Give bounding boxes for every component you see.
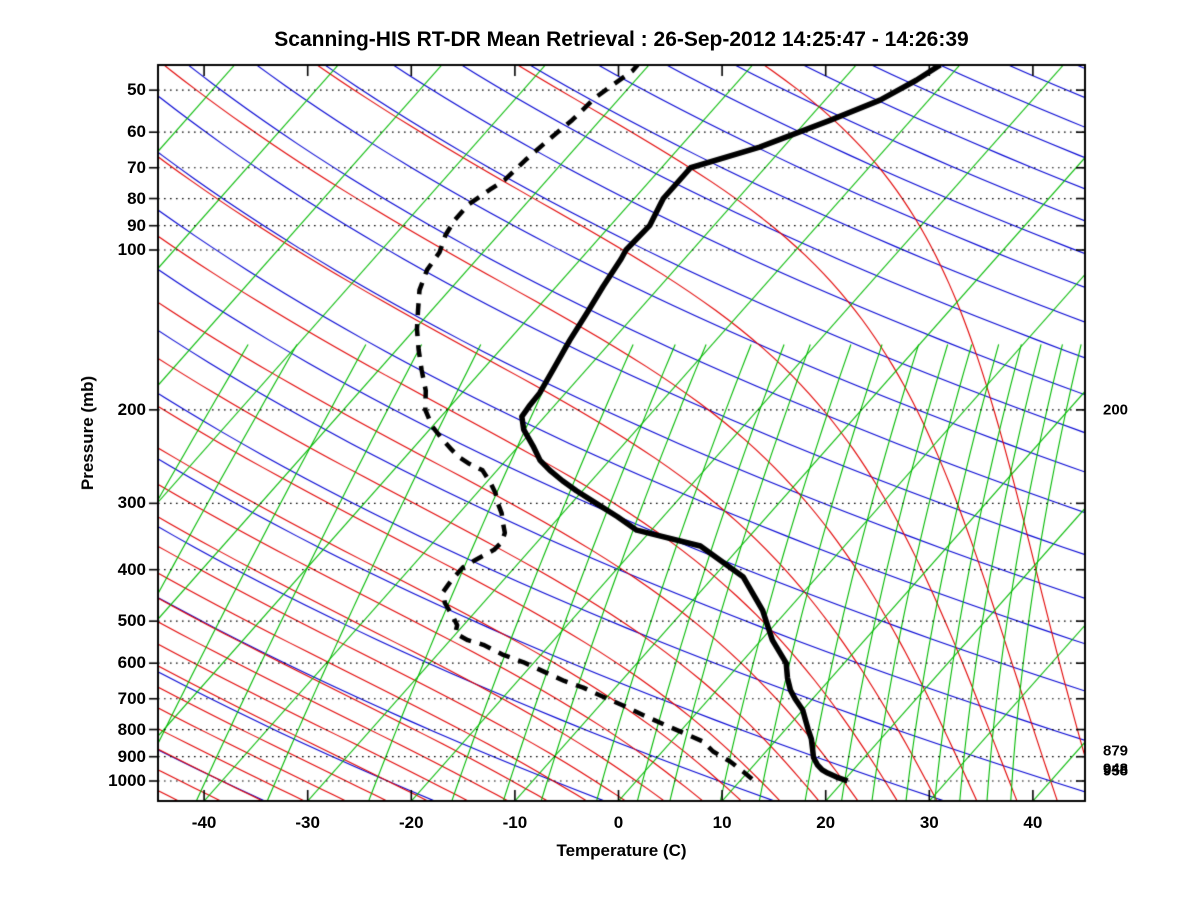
chart-title: Scanning-HIS RT-DR Mean Retrieval : 26-S… xyxy=(274,28,969,51)
pressure-tick-label: 200 xyxy=(117,399,146,419)
temperature-tick-label: 10 xyxy=(712,813,732,832)
pressure-tick-label: 700 xyxy=(117,688,146,708)
pressure-tick-label: 600 xyxy=(117,653,146,673)
pressure-tick-label: 80 xyxy=(127,188,146,208)
y-axis-label: Pressure (mb) xyxy=(78,375,97,491)
pressure-tick-label: 50 xyxy=(127,80,146,100)
pressure-tick-label: 300 xyxy=(117,493,146,513)
temperature-tick-label: -30 xyxy=(295,813,320,832)
pressure-tick-label: 500 xyxy=(117,611,146,631)
temperature-tick-label: -20 xyxy=(399,813,424,832)
pressure-tick-label: 900 xyxy=(117,746,146,766)
pressure-tick-label: 1000 xyxy=(108,771,146,790)
right-pressure-label: 200 xyxy=(1103,401,1129,419)
pressure-tick-label: 70 xyxy=(127,157,146,177)
x-axis-label: Temperature (C) xyxy=(556,841,687,860)
temperature-tick-label: 30 xyxy=(919,813,939,832)
pressure-tick-label: 90 xyxy=(127,215,146,235)
pressure-tick-label: 800 xyxy=(117,719,146,739)
temperature-tick-label: 0 xyxy=(613,813,624,832)
pressure-tick-label: 100 xyxy=(117,240,146,259)
pressure-tick-label: 60 xyxy=(127,122,146,142)
temperature-tick-label: 40 xyxy=(1023,813,1043,832)
pressure-tick-label: 400 xyxy=(117,559,146,579)
temperature-tick-label: 20 xyxy=(816,813,836,832)
right-pressure-label: 879 xyxy=(1103,742,1129,760)
right-pressure-label: 948 xyxy=(1103,760,1129,778)
temperature-tick-label: -40 xyxy=(191,813,217,832)
temperature-tick-label: -10 xyxy=(502,813,528,832)
right-pressure-label: 958 xyxy=(1103,762,1129,780)
